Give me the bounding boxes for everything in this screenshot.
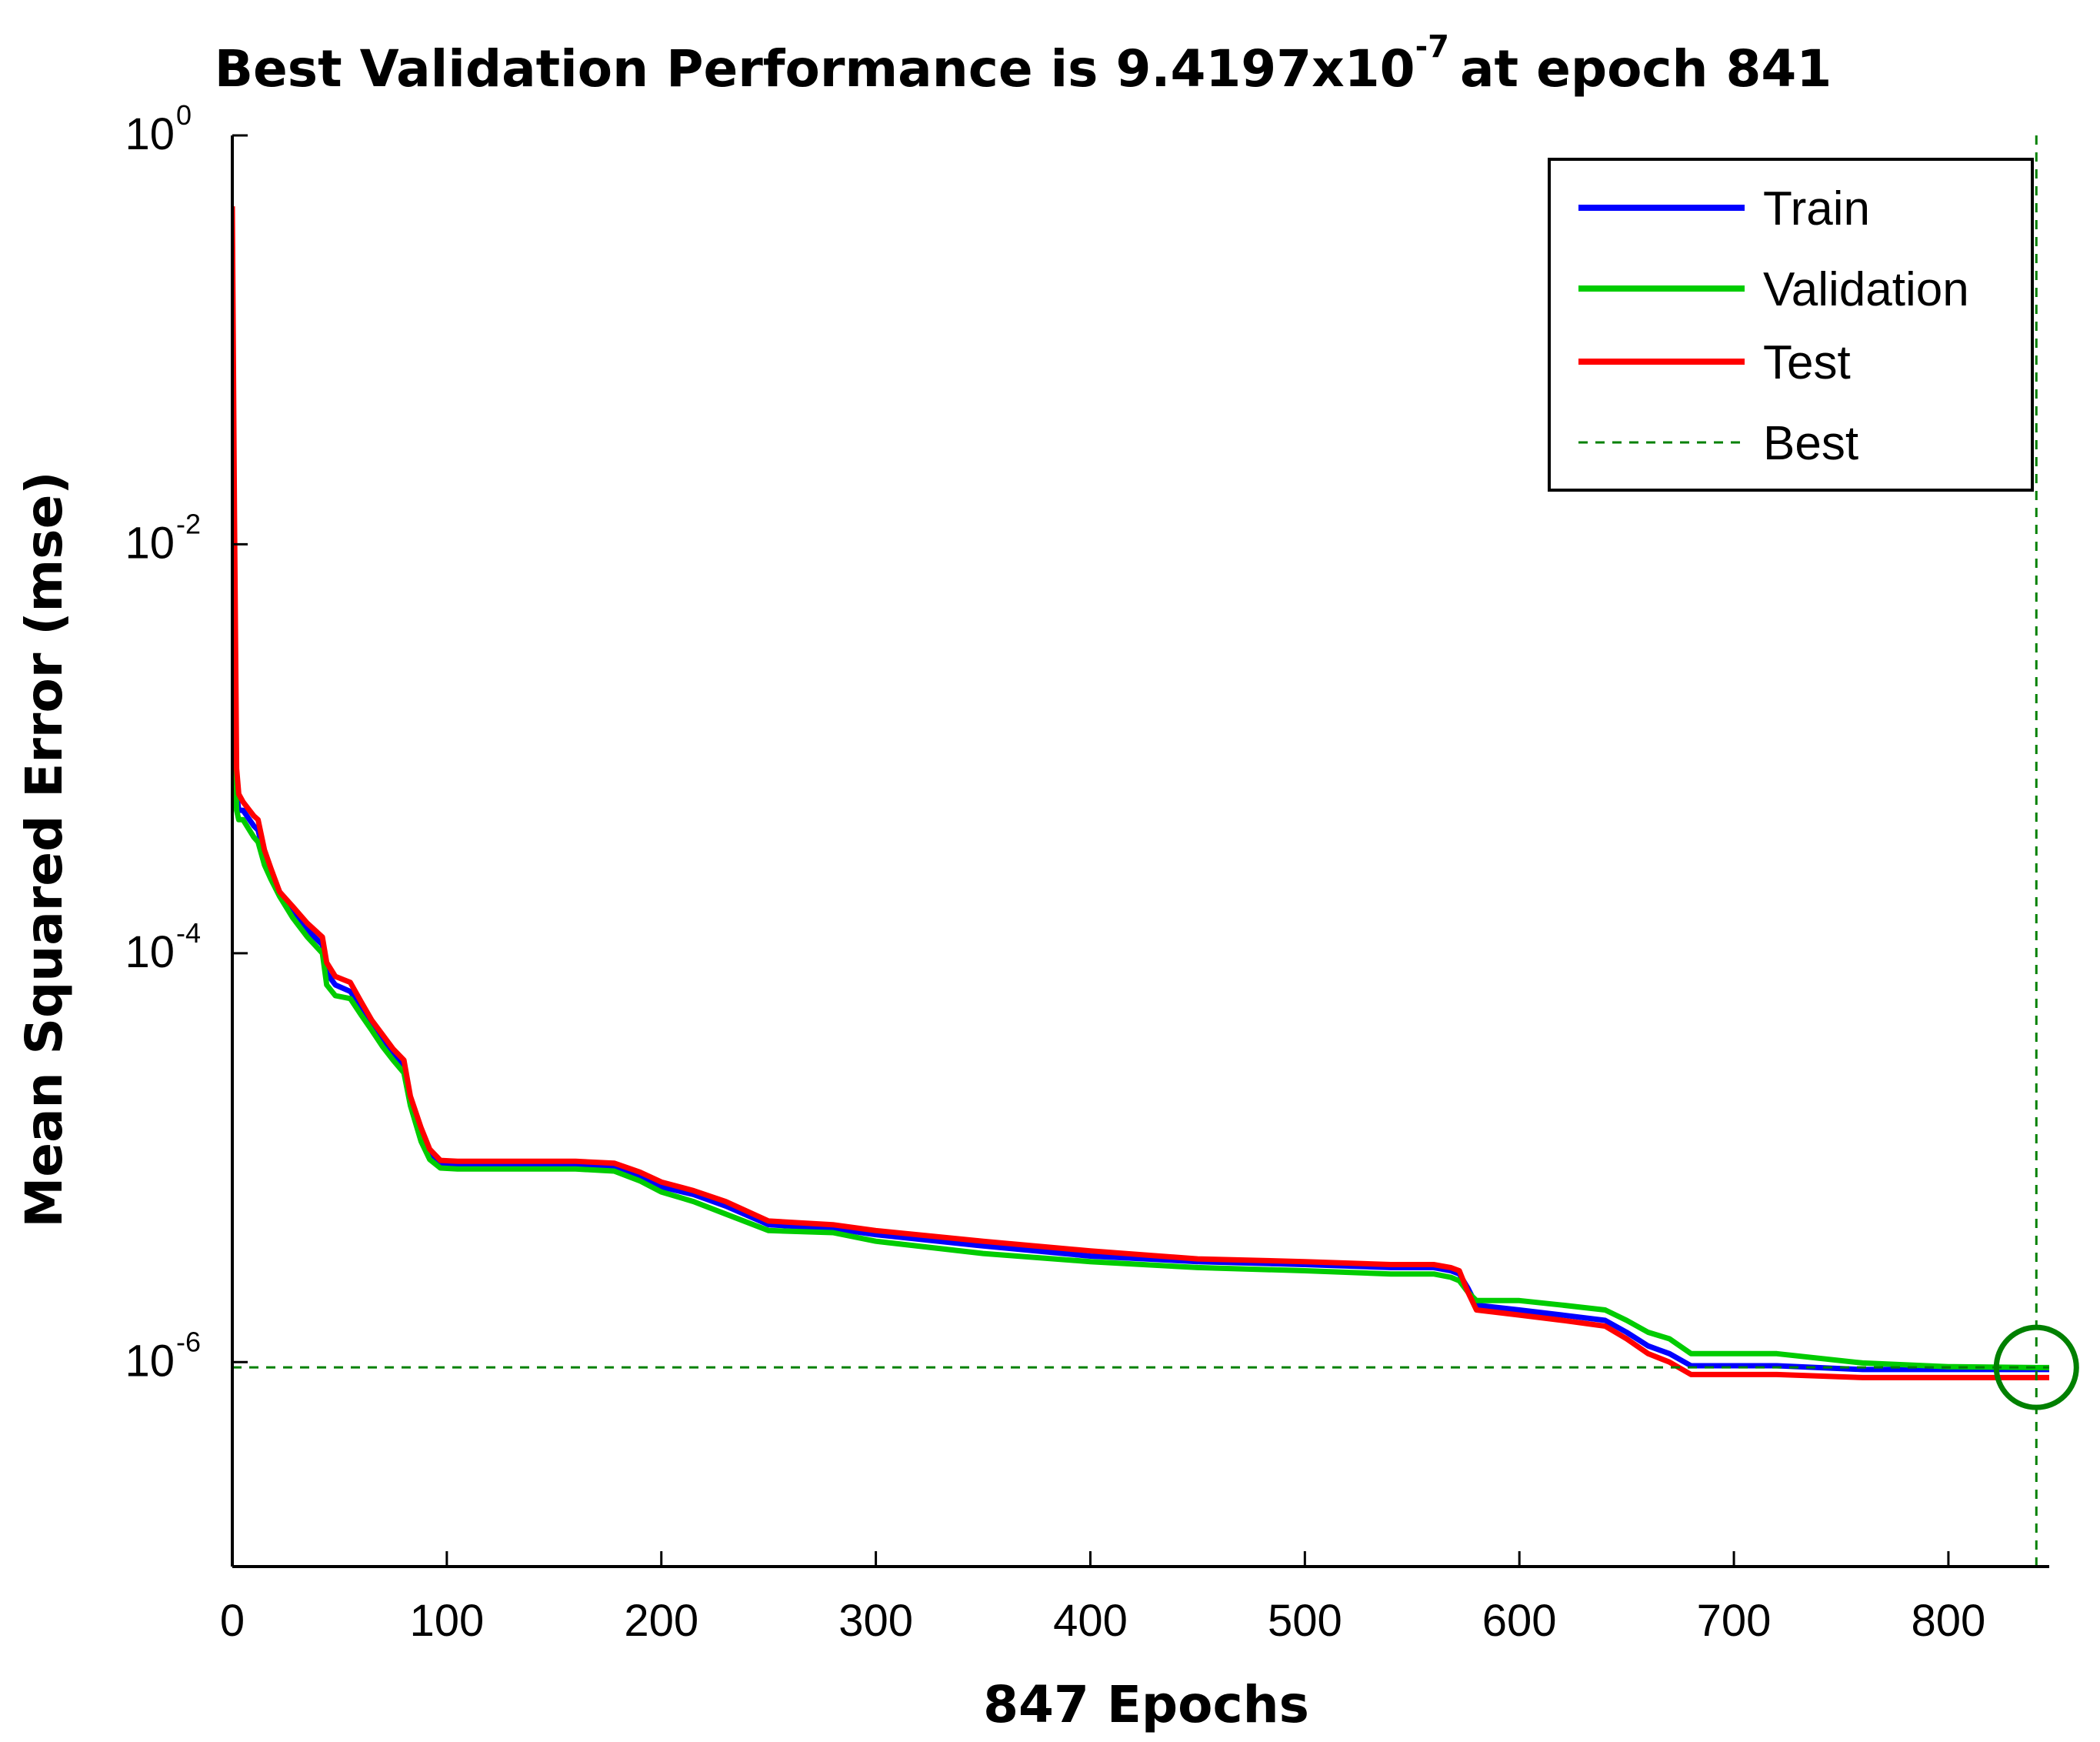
- x-tick-label: 800: [1912, 1596, 1986, 1646]
- legend-label-test: Test: [1763, 336, 1851, 389]
- chart-title: Best Validation Performance is 9.4197x10…: [215, 29, 1832, 98]
- legend: Train Validation Test Best: [1548, 158, 2034, 492]
- x-axis-label: 847 Epochs: [983, 1675, 1309, 1734]
- best-markers: [232, 135, 2079, 1567]
- y-tick-exponent: -4: [176, 917, 201, 949]
- chart-title-main: Best Validation Performance is 9.4197x10: [215, 39, 1415, 98]
- y-tick-label: 10: [125, 518, 175, 568]
- y-axis-label: Mean Squared Error (mse): [15, 472, 74, 1228]
- y-tick-label: 10: [125, 927, 175, 977]
- x-tick-label: 200: [624, 1596, 698, 1646]
- x-tick-label: 600: [1482, 1596, 1557, 1646]
- y-tick-exponent: -2: [176, 508, 201, 539]
- legend-entries: Train Validation Test Best: [1578, 182, 1969, 470]
- legend-box: [1548, 158, 2034, 492]
- x-tick-label: 700: [1697, 1596, 1772, 1646]
- legend-label-best: Best: [1763, 417, 1858, 470]
- y-tick-exponent: 0: [176, 99, 192, 131]
- y-tick-exponent: -6: [176, 1326, 201, 1357]
- legend-label-train: Train: [1763, 182, 1870, 235]
- chart-title-suffix: at epoch 841: [1460, 39, 1832, 98]
- chart-title-exponent: -7: [1415, 29, 1449, 65]
- legend-label-validation: Validation: [1763, 263, 1969, 316]
- x-tick-label: 400: [1053, 1596, 1128, 1646]
- series-line-test: [232, 206, 2049, 1380]
- x-tick-label: 100: [409, 1596, 484, 1646]
- x-tick-label: 500: [1268, 1596, 1342, 1646]
- x-tick-label: 300: [838, 1596, 913, 1646]
- series-layer: [232, 206, 2049, 1380]
- best-point-marker: [1993, 1324, 2079, 1410]
- x-tick-label: 0: [220, 1596, 245, 1646]
- series-line-validation: [232, 564, 2049, 1370]
- y-tick-label: 10: [125, 1336, 175, 1386]
- y-tick-label: 10: [125, 109, 175, 159]
